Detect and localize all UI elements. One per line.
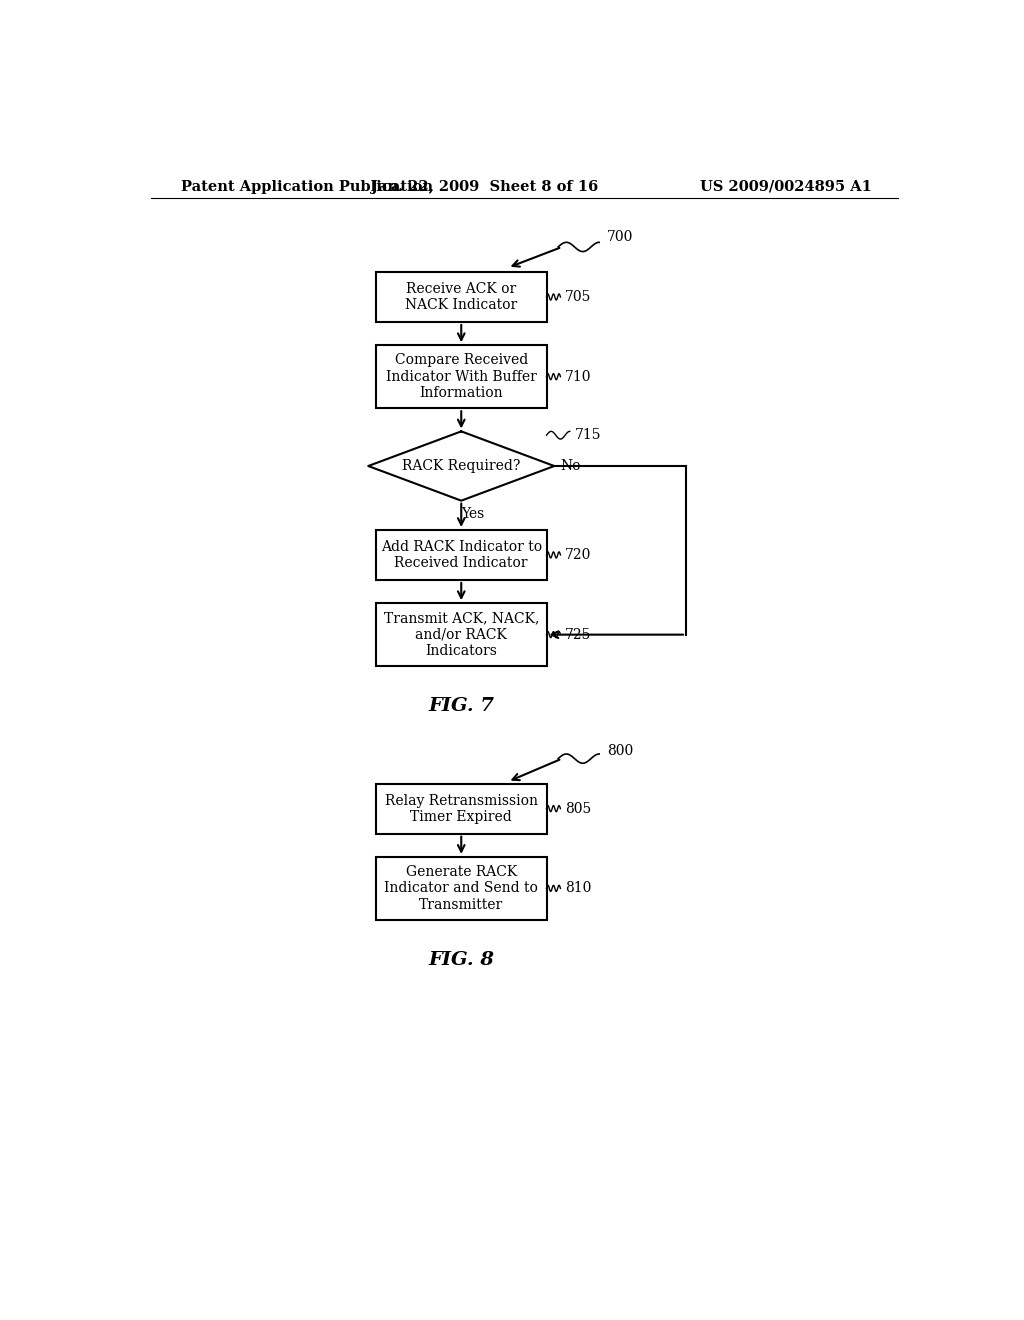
Bar — [376, 345, 547, 408]
Text: Add RACK Indicator to
Received Indicator: Add RACK Indicator to Received Indicator — [381, 540, 542, 570]
Text: FIG. 8: FIG. 8 — [428, 950, 495, 969]
Text: 805: 805 — [565, 801, 591, 816]
Text: 710: 710 — [565, 370, 592, 384]
Text: 810: 810 — [565, 882, 592, 895]
Text: Relay Retransmission
Timer Expired: Relay Retransmission Timer Expired — [385, 793, 538, 824]
Text: 725: 725 — [565, 627, 592, 642]
Bar — [376, 603, 547, 667]
Text: No: No — [560, 459, 581, 473]
Text: Yes: Yes — [461, 507, 484, 521]
Bar — [376, 857, 547, 920]
Bar — [376, 784, 547, 834]
Text: Compare Received
Indicator With Buffer
Information: Compare Received Indicator With Buffer I… — [386, 354, 537, 400]
Text: FIG. 7: FIG. 7 — [428, 697, 495, 715]
Text: Transmit ACK, NACK,
and/or RACK
Indicators: Transmit ACK, NACK, and/or RACK Indicato… — [384, 611, 539, 657]
Text: Patent Application Publication: Patent Application Publication — [180, 180, 433, 194]
Text: US 2009/0024895 A1: US 2009/0024895 A1 — [700, 180, 872, 194]
Text: 705: 705 — [565, 290, 592, 304]
Text: RACK Required?: RACK Required? — [402, 459, 520, 473]
Text: 715: 715 — [574, 428, 601, 442]
Text: 800: 800 — [607, 744, 633, 758]
Text: Jan. 22, 2009  Sheet 8 of 16: Jan. 22, 2009 Sheet 8 of 16 — [371, 180, 598, 194]
Bar — [376, 529, 547, 579]
Bar — [376, 272, 547, 322]
Text: Generate RACK
Indicator and Send to
Transmitter: Generate RACK Indicator and Send to Tran… — [384, 865, 539, 912]
Text: 720: 720 — [565, 548, 592, 562]
Text: 700: 700 — [607, 230, 633, 244]
Text: Receive ACK or
NACK Indicator: Receive ACK or NACK Indicator — [406, 282, 517, 312]
